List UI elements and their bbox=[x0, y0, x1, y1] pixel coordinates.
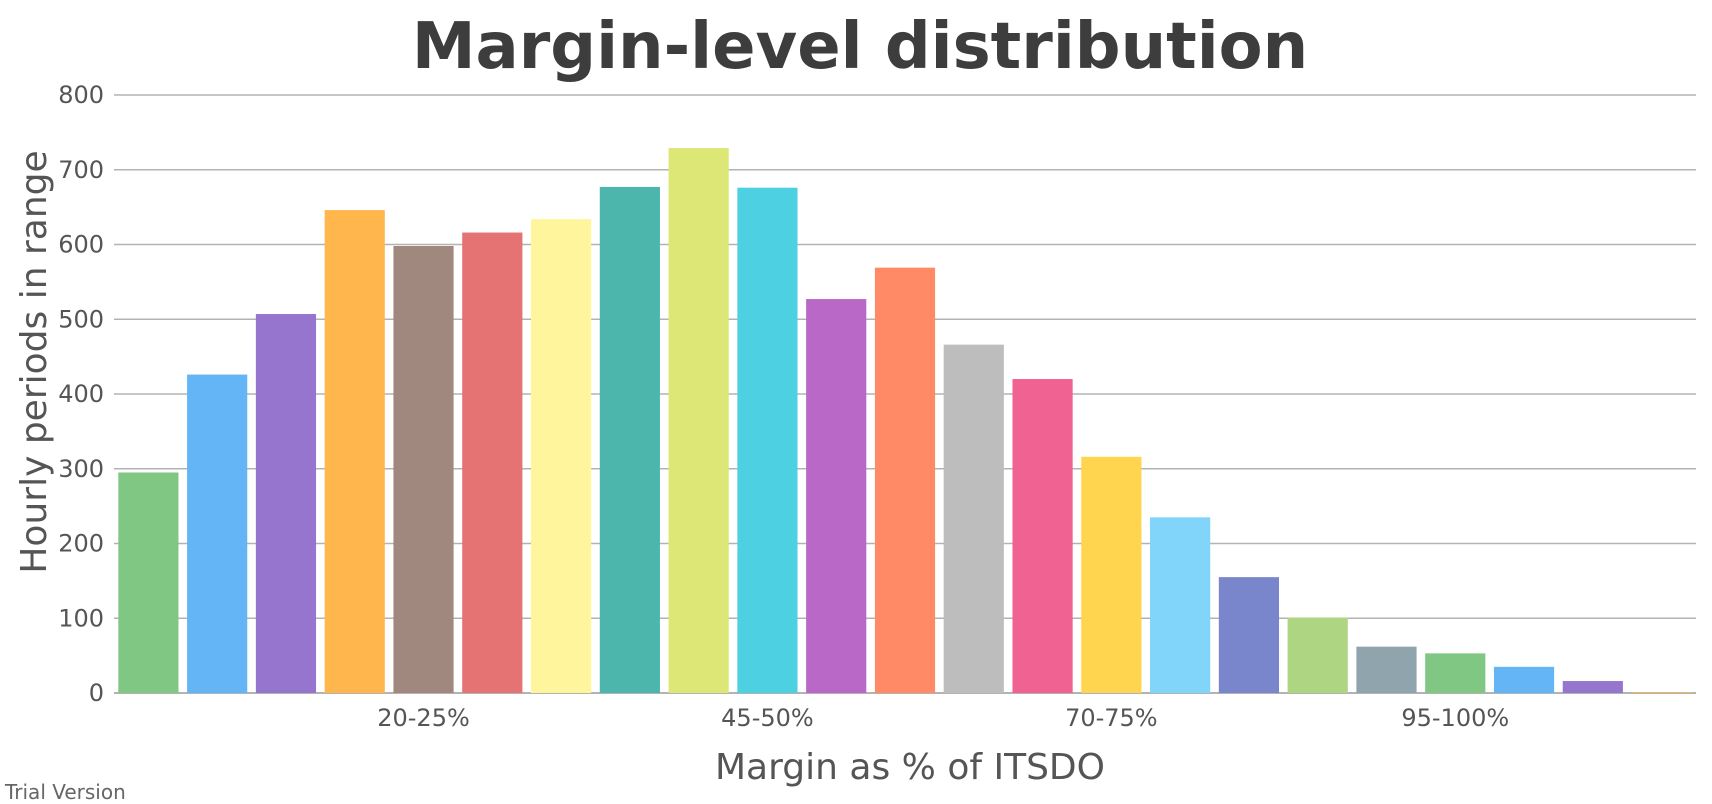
x-tick-label: 20-25% bbox=[377, 704, 470, 732]
bar-90-95% bbox=[1356, 646, 1417, 693]
bar-70-75% bbox=[1081, 456, 1142, 693]
y-axis-ticks: 0 100 200 300 400 500 600 700 800 bbox=[58, 81, 104, 707]
x-axis-ticks: 20-25% 45-50% 70-75% 95-100% bbox=[377, 704, 1509, 732]
y-tick-label: 800 bbox=[58, 81, 104, 109]
y-tick-label: 100 bbox=[58, 604, 104, 632]
chart-title: Margin-level distribution bbox=[412, 10, 1308, 84]
bar-5-10% bbox=[187, 374, 248, 693]
bar-60-65% bbox=[943, 344, 1004, 693]
y-tick-label: 500 bbox=[58, 305, 104, 333]
y-tick-label: 0 bbox=[89, 679, 104, 707]
y-tick-label: 700 bbox=[58, 156, 104, 184]
bar-0-5% bbox=[118, 472, 179, 693]
y-tick-label: 400 bbox=[58, 380, 104, 408]
bar-110-115% bbox=[1631, 692, 1692, 693]
bar-55-60% bbox=[874, 267, 936, 693]
y-tick-label: 200 bbox=[58, 530, 104, 558]
bar-65-70% bbox=[1012, 379, 1073, 693]
bar-15-20% bbox=[324, 210, 385, 694]
bar-10-15% bbox=[255, 314, 317, 693]
x-tick-label: 45-50% bbox=[721, 704, 814, 732]
x-tick-label: 95-100% bbox=[1401, 704, 1509, 732]
bar-25-30% bbox=[462, 232, 523, 694]
watermark: Trial Version bbox=[5, 780, 126, 804]
y-axis-title: Hourly periods in range bbox=[14, 150, 55, 573]
y-tick-label: 300 bbox=[58, 455, 104, 483]
bar-85-90% bbox=[1287, 617, 1348, 693]
bar-50-55% bbox=[806, 299, 867, 693]
x-tick-label: 70-75% bbox=[1065, 704, 1158, 732]
bar-20-25% bbox=[393, 245, 454, 693]
bars bbox=[118, 148, 1692, 694]
x-axis-title: Margin as % of ITSDO bbox=[715, 747, 1105, 788]
y-tick-label: 600 bbox=[58, 231, 104, 259]
bar-30-35% bbox=[530, 219, 592, 693]
bar-105-110% bbox=[1562, 681, 1623, 693]
bar-35-40% bbox=[599, 186, 660, 693]
bar-75-80% bbox=[1150, 517, 1211, 693]
bar-80-85% bbox=[1218, 577, 1280, 693]
bar-45-50% bbox=[737, 187, 798, 693]
bar-100-105% bbox=[1493, 666, 1555, 693]
bar-40-45% bbox=[668, 148, 729, 693]
bar-95-100% bbox=[1425, 653, 1486, 693]
